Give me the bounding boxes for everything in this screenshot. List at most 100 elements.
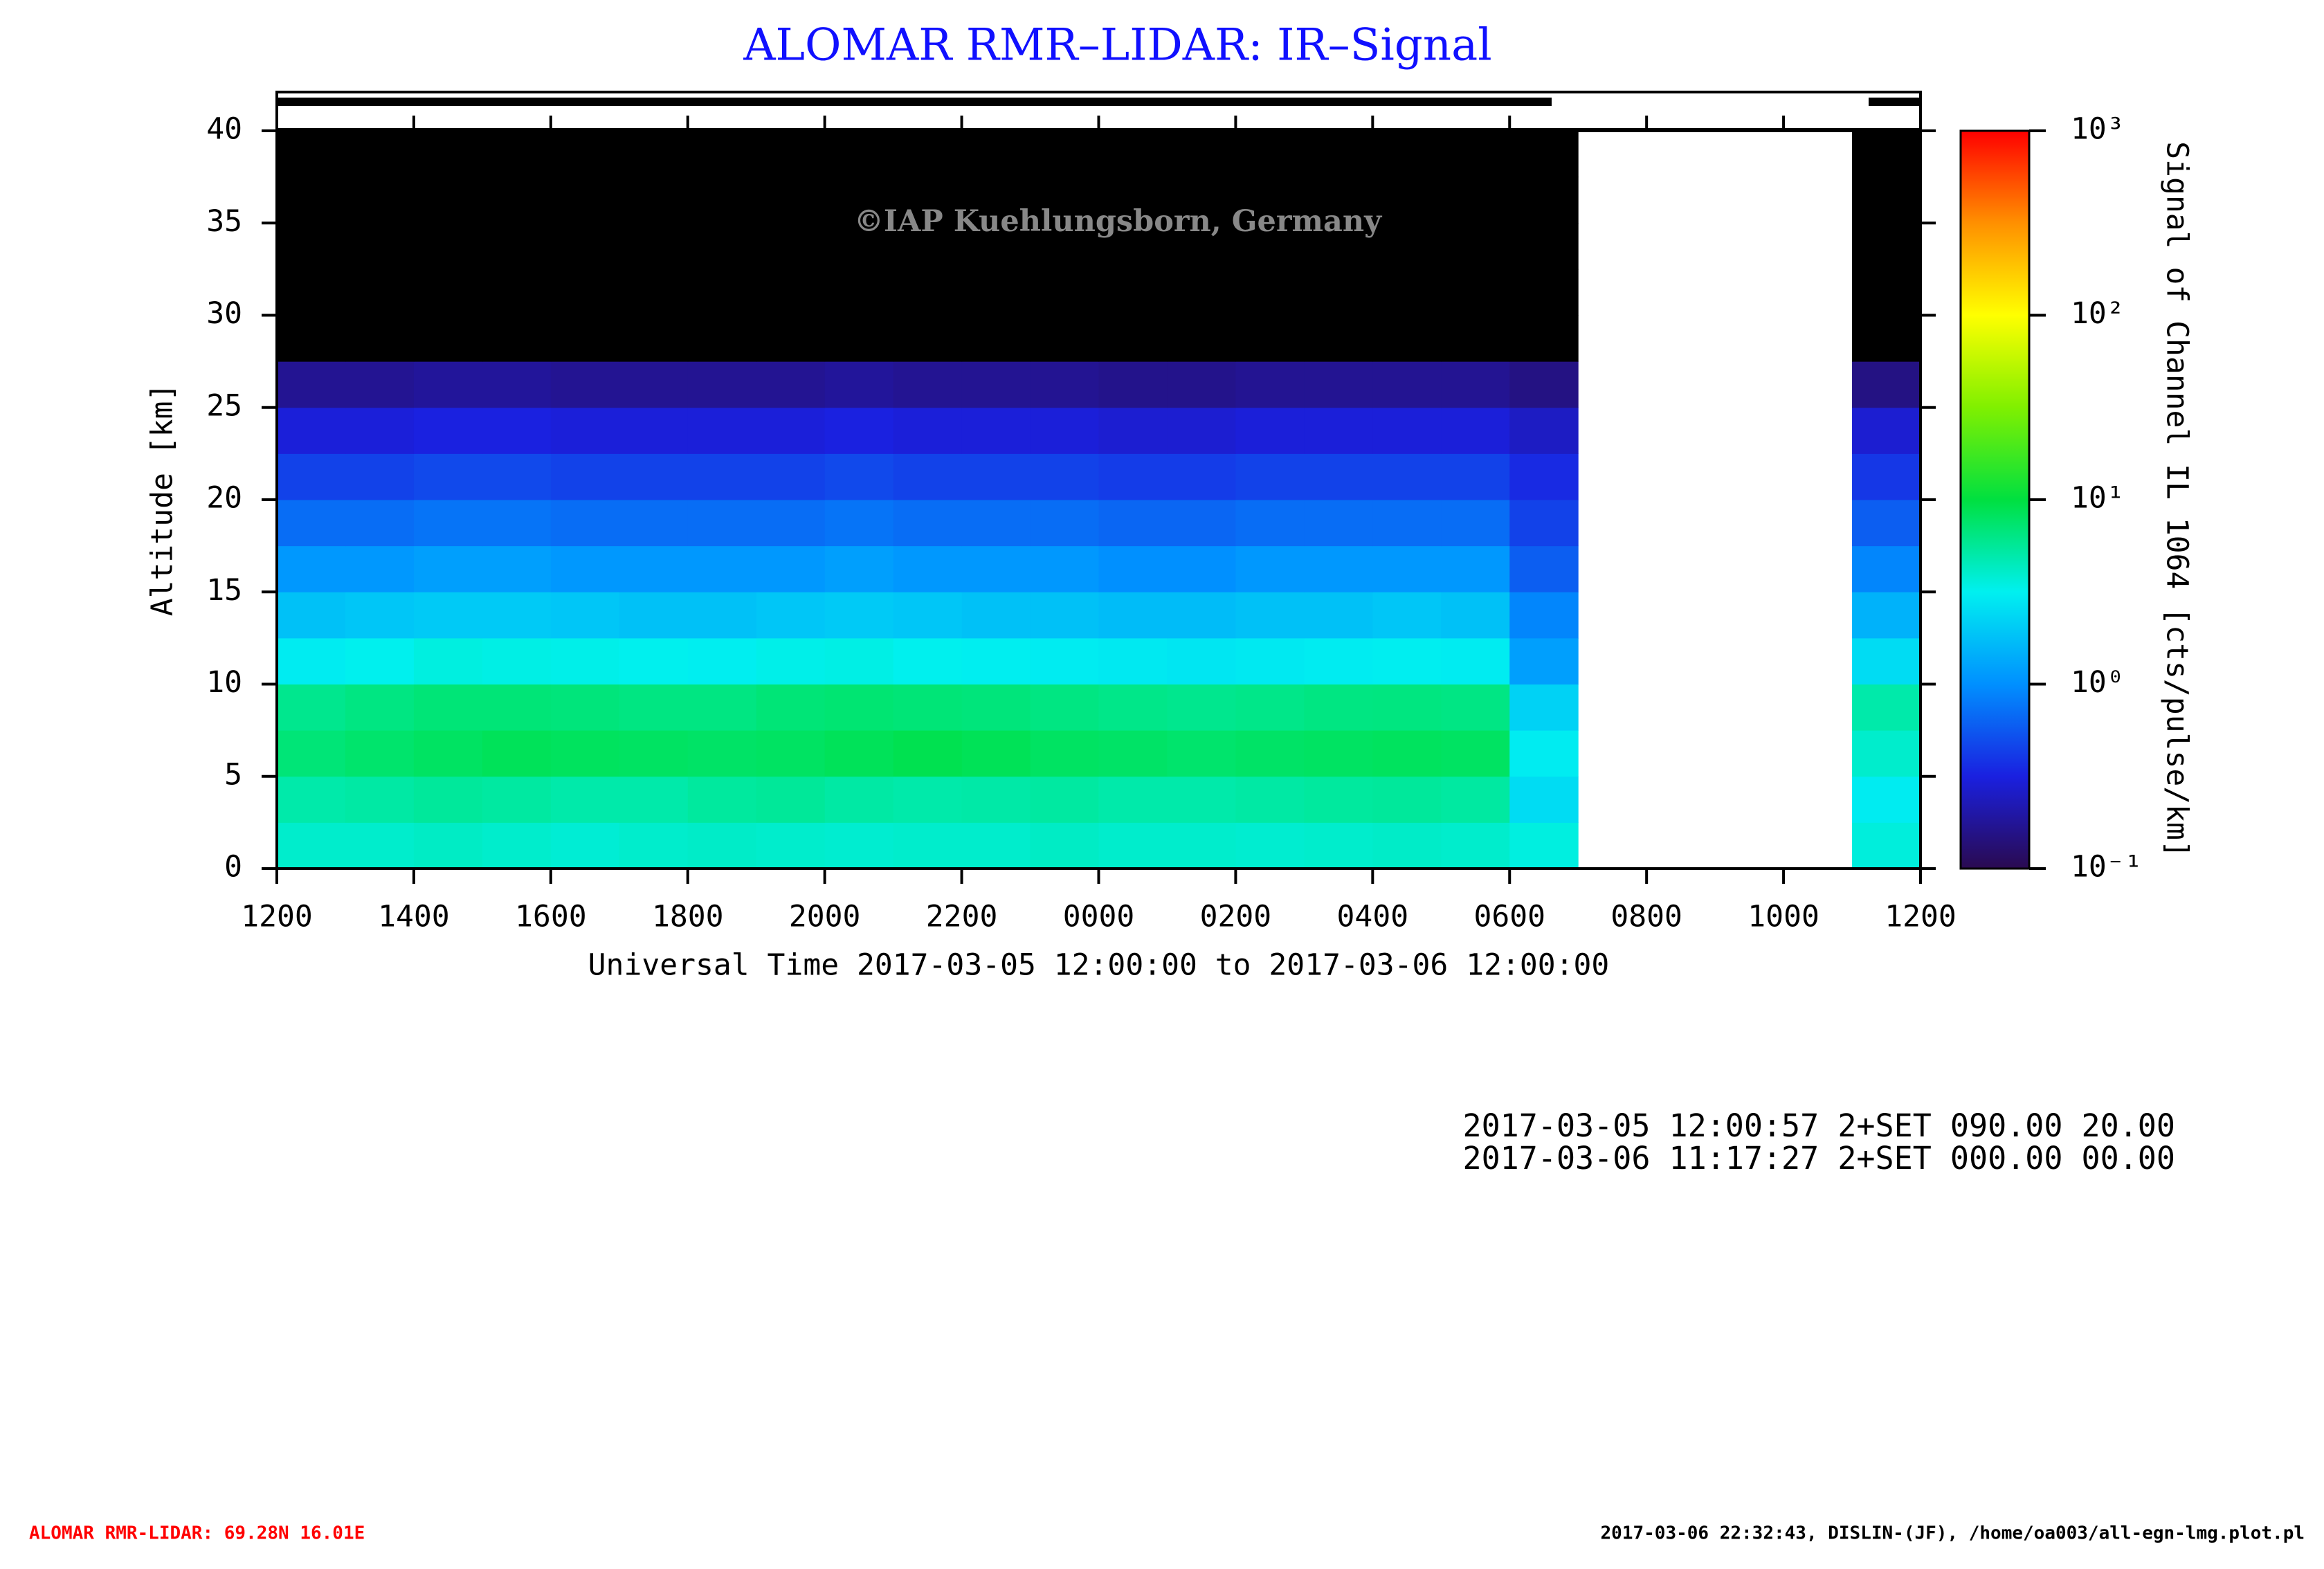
heatmap-cell [277,730,346,777]
heatmap-cell [1030,315,1099,362]
heatmap-cell [893,684,963,731]
heatmap-cell [619,176,689,224]
heatmap-cell [413,545,483,592]
heatmap-cell [1441,131,1510,178]
heatmap-cell [1304,545,1373,592]
heatmap-cell [1441,269,1510,316]
heatmap-cell [1030,776,1099,823]
heatmap-cell [824,269,894,316]
heatmap-cell [619,592,689,639]
x-tick-label: 0600 [1473,900,1545,934]
heatmap-cell [550,176,620,224]
heatmap-cell [756,730,826,777]
x-tick-label: 0200 [1200,900,1272,934]
colorbar-tick-label: 10⁰ [2071,665,2125,700]
heatmap-cell [482,500,552,547]
heatmap-cell [550,407,620,454]
heatmap-cell [1098,545,1168,592]
y-tick-label: 30 [206,296,242,331]
heatmap-cell [1167,684,1236,731]
heatmap-cell [824,131,894,178]
heatmap-cell [756,637,826,684]
heatmap-cell [687,730,757,777]
heatmap-cell [756,131,826,178]
heatmap [277,131,1921,869]
heatmap-cell [1304,453,1373,500]
heatmap-cell [1030,822,1099,869]
heatmap-cell [413,637,483,684]
heatmap-cell [1167,453,1236,500]
heatmap-cell [961,592,1031,639]
heatmap-cell [1509,361,1579,408]
heatmap-cell [1235,730,1305,777]
heatmap-cell [1441,592,1510,639]
colorbar-tick-label: 10⁻¹ [2071,850,2143,885]
heatmap-cell [756,315,826,362]
heatmap-cell [550,545,620,592]
heatmap-cell [1304,684,1373,731]
heatmap-cell [1509,545,1579,592]
heatmap-cell [413,730,483,777]
heatmap-cell [277,315,346,362]
heatmap-cell [1235,361,1305,408]
heatmap-cell [687,637,757,684]
heatmap-cell [277,500,346,547]
heatmap-cell [1441,822,1510,869]
heatmap-cell [1852,453,1921,500]
x-tick-label: 1000 [1747,900,1819,934]
heatmap-cell [1372,822,1442,869]
colorbar-tick-label: 10³ [2071,112,2125,147]
heatmap-cell [961,176,1031,224]
heatmap-cell [756,223,826,270]
heatmap-cell [413,269,483,316]
heatmap-cell [619,500,689,547]
y-tick-label: 5 [224,757,242,792]
heatmap-cell [345,131,415,178]
heatmap-cell [1372,453,1442,500]
heatmap-cell [413,776,483,823]
colorbar-tick-label: 10² [2071,296,2125,331]
heatmap-cell [893,637,963,684]
heatmap-cell [277,776,346,823]
heatmap-cell [619,361,689,408]
heatmap-cell [619,684,689,731]
y-tick-label: 20 [206,481,242,516]
colorbar-label: Signal of Channel IL 1064 [cts/pulse/km] [2160,141,2195,858]
heatmap-cell [1441,453,1510,500]
heatmap-cell [482,407,552,454]
heatmap-cell [1235,131,1305,178]
x-tick-label: 0000 [1063,900,1135,934]
heatmap-cell [687,592,757,639]
heatmap-cell [482,315,552,362]
heatmap-cell [1098,684,1168,731]
heatmap-cell [1852,500,1921,547]
heatmap-cell [1372,407,1442,454]
heatmap-cell [1304,776,1373,823]
x-tick-label: 2200 [926,900,998,934]
heatmap-cell [1852,776,1921,823]
heatmap-cell [893,176,963,224]
heatmap-cell [824,315,894,362]
heatmap-cell [687,131,757,178]
heatmap-cell [1852,269,1921,316]
heatmap-cell [687,361,757,408]
heatmap-cell [550,361,620,408]
heatmap-cell [1030,361,1099,408]
heatmap-cell [1441,223,1510,270]
heatmap-cell [345,637,415,684]
heatmap-cell [277,545,346,592]
heatmap-cell [1372,545,1442,592]
heatmap-cell [961,776,1031,823]
heatmap-cell [1372,223,1442,270]
x-tick-label: 1400 [378,900,450,934]
heatmap-cell [1852,131,1921,178]
heatmap-cell [345,407,415,454]
heatmap-cell [482,131,552,178]
heatmap-cell [1372,730,1442,777]
heatmap-cell [1098,822,1168,869]
heatmap-cell [1509,637,1579,684]
y-axis-label: Altitude [km] [145,383,180,617]
heatmap-cell [961,730,1031,777]
heatmap-cell [277,822,346,869]
heatmap-cell [1098,776,1168,823]
